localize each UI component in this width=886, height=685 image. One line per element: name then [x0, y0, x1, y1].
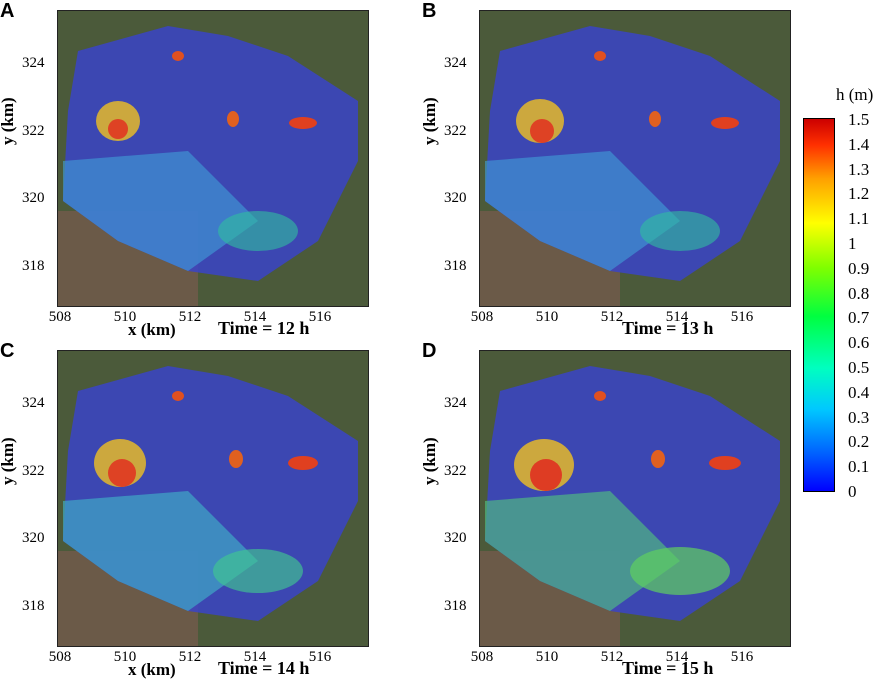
x-tick: 516: [730, 649, 754, 665]
x-tick: 512: [178, 309, 202, 325]
x-tick: 508: [470, 649, 494, 665]
x-tick: 512: [600, 649, 624, 665]
x-axis-label: x (km): [128, 660, 176, 679]
x-tick: 516: [308, 649, 332, 665]
x-tick: 510: [535, 309, 559, 325]
y-tick: 322: [22, 123, 45, 139]
y-axis-label: y (km): [0, 437, 17, 485]
colorbar-tick: 0: [848, 482, 857, 501]
flood-map-image: [58, 11, 368, 306]
y-axis-label: y (km): [420, 97, 439, 145]
y-tick: 324: [444, 55, 467, 71]
y-tick: 324: [22, 55, 45, 71]
flood-map: [57, 350, 369, 647]
x-tick: 508: [48, 649, 72, 665]
colorbar-tick: 0.1: [848, 457, 870, 477]
panel-letter: B: [422, 0, 437, 22]
y-tick: 320: [22, 190, 45, 206]
y-tick: 318: [22, 598, 45, 614]
x-tick: 512: [600, 309, 624, 325]
colorbar-tick: 1: [848, 234, 857, 253]
x-tick: 514: [665, 649, 689, 665]
x-tick: 512: [178, 649, 202, 665]
colorbar-tick: 1.3: [848, 159, 870, 179]
colorbar-tick: 0.4: [848, 382, 870, 402]
panel-a: A 324 322 320 318 508 510 512 514 516 y …: [0, 0, 400, 340]
colorbar-tick: 0.9: [848, 258, 870, 278]
y-tick: 320: [444, 530, 467, 546]
x-tick: 516: [730, 309, 754, 325]
x-tick: 508: [48, 309, 72, 325]
time-label: Time = 12 h: [218, 318, 310, 338]
time-label: Time = 13 h: [622, 318, 714, 338]
colorbar: [803, 118, 835, 492]
flood-map: [57, 10, 369, 307]
x-tick: 508: [470, 309, 494, 325]
y-tick: 320: [22, 530, 45, 546]
panel-letter: A: [0, 0, 15, 22]
colorbar-tick: 0.7: [848, 308, 870, 328]
y-tick: 318: [22, 258, 45, 274]
colorbar-title: h (m): [836, 85, 874, 104]
y-axis-label: y (km): [420, 437, 439, 485]
flood-map-image: [480, 351, 790, 646]
colorbar-tick: 1.2: [848, 184, 870, 204]
flood-map: [479, 350, 791, 647]
y-tick: 320: [444, 190, 467, 206]
y-tick: 318: [444, 598, 467, 614]
colorbar-tick: 1.1: [848, 209, 870, 229]
colorbar-tick: 0.6: [848, 333, 870, 353]
colorbar-tick: 0.3: [848, 407, 870, 427]
x-tick: 510: [113, 649, 137, 665]
x-tick: 510: [113, 309, 137, 325]
x-tick: 514: [243, 309, 267, 325]
flood-map-image: [480, 11, 790, 306]
colorbar-tick: 0.8: [848, 283, 870, 303]
y-tick: 324: [22, 395, 45, 411]
y-tick: 322: [444, 123, 467, 139]
colorbar-tick: 1.4: [848, 134, 870, 154]
x-tick: 514: [665, 309, 689, 325]
flood-map: [479, 10, 791, 307]
x-tick: 514: [243, 649, 267, 665]
y-tick: 322: [22, 463, 45, 479]
x-tick: 516: [308, 309, 332, 325]
colorbar-tick: 0.2: [848, 432, 870, 452]
panel-letter: C: [0, 340, 15, 362]
colorbar-tick: 0.5: [848, 358, 870, 377]
x-tick: 510: [535, 649, 559, 665]
time-label: Time = 15 h: [622, 658, 714, 678]
panel-d: D 324 322 320 318 508 510 512 514 516 y …: [420, 340, 822, 680]
panel-c: C 324 322 320 318 508 510 512 514 516 y …: [0, 340, 400, 680]
x-axis-label: x (km): [128, 320, 176, 339]
y-tick: 322: [444, 463, 467, 479]
y-tick: 324: [444, 395, 467, 411]
y-tick: 318: [444, 258, 467, 274]
panel-letter: D: [422, 340, 437, 362]
y-axis-label: y (km): [0, 97, 17, 145]
flood-map-image: [58, 351, 368, 646]
colorbar-tick: 1.5: [848, 110, 870, 129]
time-label: Time = 14 h: [218, 658, 310, 678]
panel-b: B 324 322 320 318 508 510 512 514 516 y …: [420, 0, 822, 340]
